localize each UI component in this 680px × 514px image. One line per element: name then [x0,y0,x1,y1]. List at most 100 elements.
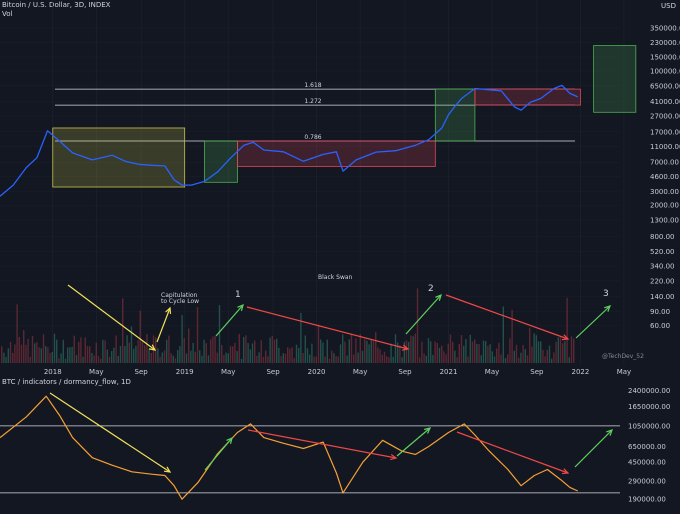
price-tick-label: 60.00 [650,322,670,330]
volume-bar [295,344,298,363]
volume-label: Vol [2,10,13,18]
volume-bar [544,356,546,363]
volume-bar [218,305,221,363]
volume-bar [570,336,573,363]
volume-bar [128,342,130,363]
volume-bar [425,355,427,363]
volume-bar [430,341,432,363]
volume-bar [328,358,331,363]
volume-bar [326,339,328,363]
price-tick-label: 2000.00 [650,202,679,210]
volume-bar [441,345,443,363]
volume-bar [386,356,388,363]
volume-bar [201,355,203,363]
volume-bar [166,339,168,363]
volume-bar [12,352,14,363]
dormancy-panel-title: BTC / indicators / dormancy_flow, 1D [2,378,131,386]
volume-bar [368,344,370,363]
trend-arrow-head [390,453,398,461]
volume-bar [421,341,423,363]
volume-bar [190,350,192,363]
trend-arrow-head [165,306,172,315]
volume-bar [502,306,504,363]
dormancy-line [0,395,579,500]
volume-bar [438,347,441,363]
volume-bar [419,357,421,363]
volume-bar [102,339,104,363]
volume-bar [113,347,115,363]
volume-bar [311,343,313,363]
dormancy-tick-label: 450000.00 [628,459,666,467]
volume-bar [104,340,106,363]
volume-bar [370,339,372,363]
price-tick-label: 17000.00 [650,128,680,136]
volume-bar [375,332,377,363]
volume-bar [23,330,25,363]
volume-bar [482,340,485,363]
volume-bar [465,339,467,363]
trend-arrow-line [574,429,613,468]
volume-bar [78,341,80,363]
grid [52,0,625,365]
volume-bar [469,334,471,363]
currency-label: USD [661,2,676,10]
volume-bar [73,335,75,363]
volume-bar [157,348,159,363]
volume-bar [108,356,111,363]
volume-bar [188,328,190,363]
volume-bar [45,346,47,363]
volume-bar [485,341,487,363]
date-tick-label: Sep [266,368,280,376]
volume-bar [309,354,311,363]
trend-arrow-head [148,344,157,351]
watermark: @TechDev_52 [602,353,644,360]
volume-bar [183,338,185,363]
volume-bar [500,354,502,363]
volume-bar [119,346,122,363]
volume-bar [245,335,247,363]
volume-bar [238,334,240,363]
volume-bar [243,336,245,363]
volume-bar [135,345,137,363]
volume-bar [130,326,133,363]
price-tick-label: 27000.00 [650,112,680,120]
volume-bar [20,344,23,363]
volume-bar [14,344,16,363]
volume-bar [423,353,425,363]
capitulation-label-line1: Capitulation [161,292,198,299]
volume-bar [487,345,489,363]
volume-bar [251,343,254,363]
volume-bar [177,350,179,363]
volume-bar [203,339,205,363]
volume-bar [51,351,53,363]
volume-bar [445,354,447,363]
wave-number-3: 3 [603,289,609,299]
date-tick-label: May [221,368,235,376]
date-tick-label: Sep [398,368,412,376]
dormancy-tick-label: 2400000.00 [628,387,670,395]
volume-bar [111,351,113,363]
volume-bar [36,342,38,363]
date-tick-label: 2019 [176,368,194,376]
volume-bar [331,350,333,363]
volume-bar [298,347,300,363]
trend-arrow-line [405,294,442,335]
volume-bar [262,356,265,363]
volume-bar [553,352,555,363]
volume-bar [58,358,60,363]
volume-bar [546,349,548,363]
volume-bar [207,355,210,363]
dormancy-series [0,395,620,500]
dormancy-tick-label: 1650000.00 [628,403,670,411]
trend-arrow-line [575,305,611,339]
trend-arrow-head [237,303,244,311]
volume-bar [91,353,93,363]
dormancy-tick-label: 190000.00 [628,496,666,504]
volume-bar [5,356,7,363]
trend-arrow-head [561,468,570,475]
volume-bar [443,351,445,363]
volume-bar [80,337,82,363]
volume-bar [537,341,540,363]
price-tick-label: 520.00 [650,248,675,256]
price-tick-label: 3000.00 [650,188,679,196]
